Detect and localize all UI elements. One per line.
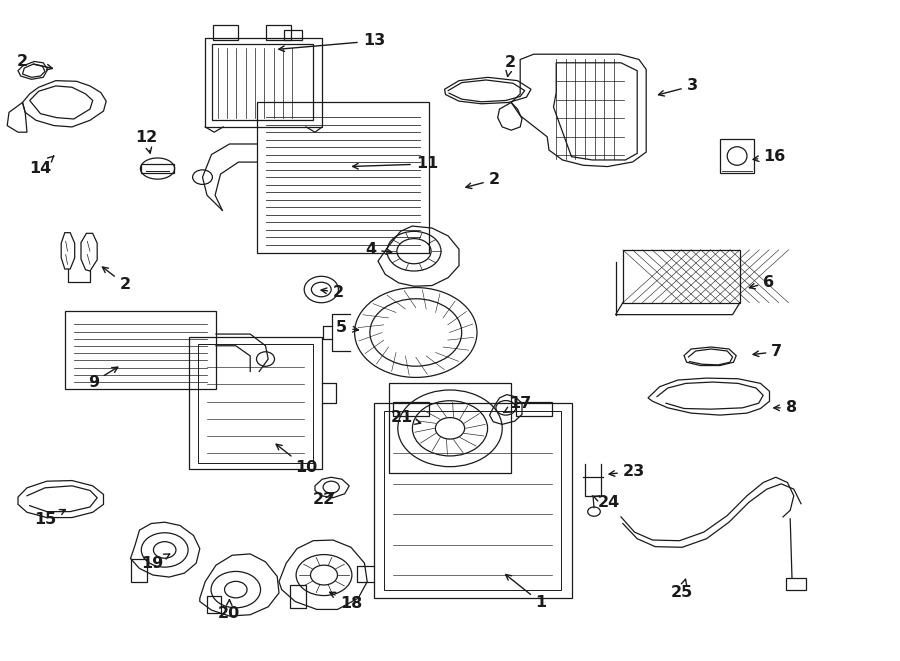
Text: 13: 13: [279, 34, 385, 52]
Bar: [393, 402, 429, 416]
Text: 24: 24: [592, 495, 620, 510]
Bar: [720, 139, 754, 173]
Text: 5: 5: [337, 321, 358, 335]
Text: 19: 19: [141, 554, 170, 570]
Text: 25: 25: [670, 579, 693, 600]
Text: 16: 16: [753, 149, 786, 164]
Bar: [290, 585, 306, 608]
Bar: [213, 25, 238, 40]
Bar: [207, 596, 220, 613]
Bar: [374, 403, 572, 598]
Bar: [189, 337, 322, 469]
Text: 11: 11: [353, 157, 438, 171]
Bar: [65, 311, 216, 389]
Bar: [786, 578, 806, 590]
Text: 8: 8: [774, 401, 796, 415]
Text: 3: 3: [659, 79, 698, 96]
Bar: [256, 102, 429, 253]
Bar: [516, 402, 552, 416]
Text: 17: 17: [504, 396, 532, 412]
Bar: [623, 250, 740, 303]
Bar: [141, 164, 174, 173]
Bar: [212, 44, 313, 120]
Text: 2: 2: [505, 56, 516, 77]
Text: 20: 20: [218, 600, 240, 621]
Bar: [266, 25, 291, 40]
Text: 2: 2: [321, 285, 344, 299]
Text: 10: 10: [276, 444, 318, 475]
Text: 21: 21: [391, 410, 420, 425]
Text: 1: 1: [506, 574, 546, 610]
Bar: [384, 411, 561, 590]
Text: 2: 2: [466, 173, 500, 188]
Text: 2: 2: [103, 267, 130, 292]
Text: 22: 22: [312, 492, 335, 506]
Text: 18: 18: [329, 592, 363, 611]
Text: 12: 12: [135, 130, 158, 153]
Text: 6: 6: [750, 275, 774, 290]
Bar: [205, 38, 322, 127]
Bar: [198, 344, 313, 463]
Text: 4: 4: [365, 243, 392, 257]
Text: 23: 23: [609, 464, 645, 479]
Text: 7: 7: [753, 344, 782, 359]
Text: 15: 15: [34, 510, 66, 527]
Text: 14: 14: [29, 156, 54, 176]
Text: 9: 9: [88, 367, 118, 389]
Text: 2: 2: [17, 54, 52, 70]
Bar: [130, 559, 147, 582]
Bar: [284, 30, 302, 40]
